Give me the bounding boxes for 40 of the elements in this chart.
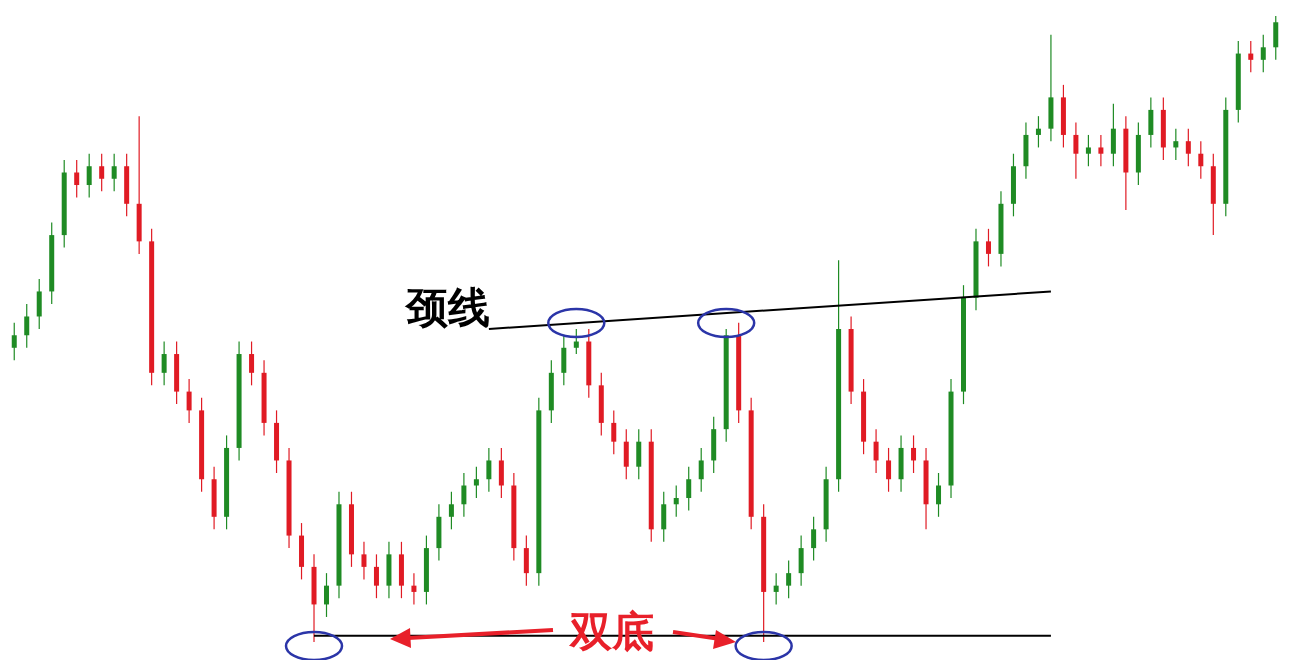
candlestick xyxy=(1248,40,1254,73)
candlestick xyxy=(1085,134,1091,167)
candlestick xyxy=(686,466,692,512)
candlestick xyxy=(1098,134,1104,167)
candlestick xyxy=(99,153,105,192)
candlestick xyxy=(811,516,817,562)
candlestick xyxy=(1260,34,1266,73)
candlestick xyxy=(985,228,991,267)
candlestick xyxy=(249,340,255,386)
candlestick xyxy=(448,491,454,530)
candlestick xyxy=(74,159,80,199)
candlestick xyxy=(411,572,417,606)
candlestick xyxy=(773,572,779,606)
candlestick xyxy=(324,572,329,618)
candlestick xyxy=(1173,128,1179,161)
candlestick xyxy=(461,472,467,518)
candlestick xyxy=(1073,121,1079,180)
candlestick xyxy=(673,484,679,518)
candlestick xyxy=(111,153,117,192)
candlestick xyxy=(11,322,17,361)
candlestick xyxy=(911,434,917,474)
candlestick xyxy=(486,447,492,493)
candlestick xyxy=(373,553,379,599)
candlestick xyxy=(1185,128,1191,167)
candlestick xyxy=(786,560,792,599)
candlestick xyxy=(886,447,892,493)
candlestick xyxy=(873,428,879,474)
candlestick xyxy=(24,303,30,349)
candlestick xyxy=(573,328,579,355)
annotation: 颈线 xyxy=(406,282,490,334)
candlestick xyxy=(611,409,617,455)
candlestick xyxy=(1035,115,1041,149)
candlestick xyxy=(936,472,942,518)
candlestick xyxy=(698,447,704,493)
candlestick xyxy=(361,541,367,580)
candlestick xyxy=(161,340,167,386)
candlestick xyxy=(473,466,479,499)
candlestick xyxy=(1198,140,1204,180)
candlestick xyxy=(86,153,92,199)
candlestick xyxy=(186,378,192,424)
